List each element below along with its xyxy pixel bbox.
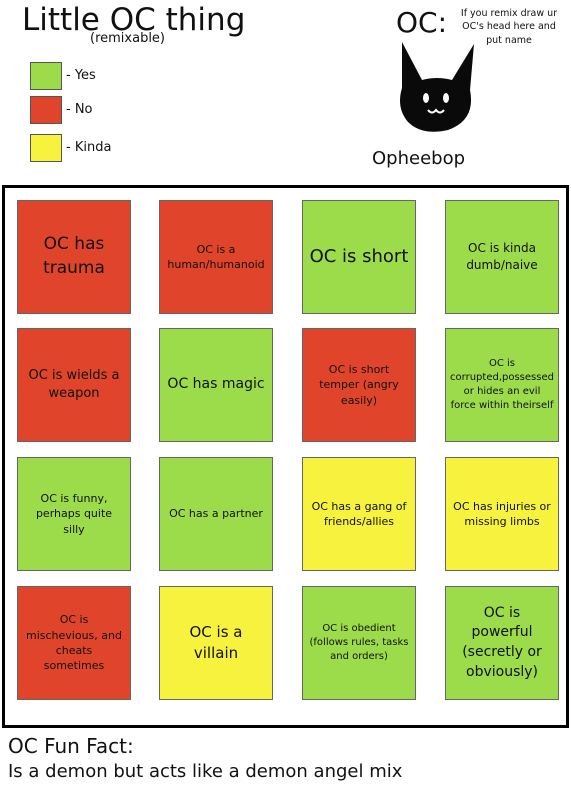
legend-label: - Yes <box>66 68 96 83</box>
trait-cell: OC is wields a weapon <box>17 328 131 442</box>
trait-cell: OC is corrupted,possessed or hides an ev… <box>445 328 559 442</box>
remix-note: If you remix draw ur OC's head here and … <box>460 8 558 46</box>
trait-cell: OC is obedient (follows rules, tasks and… <box>302 586 416 700</box>
trait-cell: OC is a human/humanoid <box>159 200 273 314</box>
trait-cell: OC is mischevious, and cheats sometimes <box>17 586 131 700</box>
trait-cell: OC is short temper (angry easily) <box>302 328 416 442</box>
legend-swatch <box>30 96 62 124</box>
oc-label: OC: <box>396 6 448 39</box>
oc-name: Opheebop <box>372 148 466 169</box>
trait-grid: OC has trauma OC is a human/humanoid OC is… <box>2 185 569 728</box>
subtitle: (remixable) <box>90 31 165 46</box>
trait-cell: OC has trauma <box>17 200 131 314</box>
trait-cell: OC has a partner <box>159 457 273 571</box>
trait-cell: OC is kinda dumb/naive <box>445 200 559 314</box>
trait-cell: OC is a villain <box>159 586 273 700</box>
legend-swatch <box>30 62 62 90</box>
fun-fact-text: Is a demon but acts like a demon angel m… <box>8 761 403 782</box>
legend-swatch <box>30 134 62 162</box>
trait-cell: OC has a gang of friends/allies <box>302 457 416 571</box>
fun-fact-heading: OC Fun Fact: <box>8 734 134 758</box>
legend-label: - Kinda <box>66 140 112 155</box>
trait-cell: OC has injuries or missing limbs <box>445 457 559 571</box>
trait-cell: OC is powerful (secretly or obviously) <box>445 586 559 700</box>
legend-label: - No <box>66 102 93 117</box>
oc-head-drawing <box>400 42 474 132</box>
trait-cell: OC is short <box>302 200 416 314</box>
trait-cell: OC is funny, perhaps quite silly <box>17 457 131 571</box>
title: Little OC thing <box>22 2 246 38</box>
trait-cell: OC has magic <box>159 328 273 442</box>
